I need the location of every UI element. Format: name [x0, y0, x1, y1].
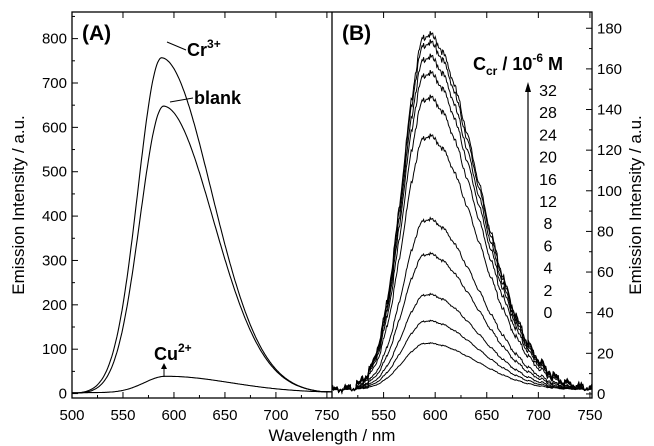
spectrum-b-20 [331, 69, 593, 395]
y-tick-label-b: 140 [597, 102, 622, 119]
x-tick-label-a: 700 [263, 407, 288, 424]
y-tick-label-b: 0 [597, 386, 605, 403]
y-tick-label-a: 600 [42, 119, 67, 136]
y-tick-label-a: 500 [42, 164, 67, 181]
x-tick-label-b: 550 [371, 407, 396, 424]
legend-concentration-4: 4 [544, 261, 553, 278]
legend-concentration-12: 12 [539, 194, 557, 211]
legend-concentration-2: 2 [544, 283, 553, 300]
spectrum-b-12 [331, 133, 593, 394]
x-tick-label-b: 650 [474, 407, 499, 424]
x-axis-label: Wavelength / nm [269, 426, 396, 445]
y-tick-label-a: 700 [42, 75, 67, 92]
y-tick-label-a: 100 [42, 341, 67, 358]
y-tick-label-a: 200 [42, 297, 67, 314]
spectrum-b-4 [331, 292, 593, 392]
legend-title-exp: -6 [532, 51, 543, 65]
x-tick-label-a: 500 [59, 407, 84, 424]
y-tick-label-a: 300 [42, 252, 67, 269]
y-tick-label-b: 80 [597, 223, 614, 240]
x-tick-label-b: 600 [423, 407, 448, 424]
y-tick-label-b: 100 [597, 183, 622, 200]
annotation-cr3-leader [166, 41, 187, 51]
y-tick-label-a: 0 [59, 386, 67, 403]
x-tick-label-a: 650 [212, 407, 237, 424]
x-tick-label-b: 700 [526, 407, 551, 424]
y-tick-label-b: 160 [597, 61, 622, 78]
legend-concentration-32: 32 [539, 83, 557, 100]
panel-a-curves [71, 57, 333, 394]
y-tick-label-b: 120 [597, 142, 622, 159]
spectrum-b-0 [331, 342, 593, 391]
legend-title-unit: / 10 [497, 54, 532, 74]
spectrum-a-cr [71, 57, 332, 394]
y-tick-label-b: 20 [597, 345, 614, 362]
x-tick-label-a: 600 [161, 407, 186, 424]
spectrum-b-32 [331, 31, 593, 395]
annotation-cu2-arrowhead [161, 363, 167, 369]
y-axis-label-left: Emission Intensity / a.u. [9, 115, 28, 295]
spectrum-b-8 [331, 216, 593, 393]
legend-concentration-24: 24 [539, 127, 557, 144]
y-tick-label-b: 180 [597, 20, 622, 37]
legend-concentration-8: 8 [544, 216, 553, 233]
legend-concentration-28: 28 [539, 105, 557, 122]
panel-b-label: (B) [342, 22, 371, 45]
svg-text:Cr3+: Cr3+ [187, 37, 221, 60]
legend-concentration-6: 6 [544, 238, 553, 255]
annotation-cu2-charge: 2+ [178, 341, 192, 355]
y-tick-label-a: 400 [42, 208, 67, 225]
panel-b-curves [331, 31, 593, 395]
svg-text:Cu2+: Cu2+ [154, 341, 192, 364]
annotation-cu2-label: Cu [154, 344, 178, 364]
annotation-blank: blank [169, 88, 242, 108]
legend-title-end: M [543, 54, 563, 74]
spectrum-b-6 [331, 251, 593, 392]
y-tick-label-b: 60 [597, 264, 614, 281]
concentration-arrowhead [525, 82, 531, 92]
legend-concentration-20: 20 [539, 150, 557, 167]
x-tick-label-a: 550 [110, 407, 135, 424]
annotation-cr3-charge: 3+ [207, 37, 221, 51]
spectrum-a-cu [72, 375, 333, 394]
spectrum-b-16 [331, 94, 593, 394]
legend-title-c: C [473, 54, 486, 74]
annotation-cr3-label: Cr [187, 40, 207, 60]
annotation-cu2: Cu2+ [154, 341, 192, 377]
svg-text:Ccr / 10-6 M: Ccr / 10-6 M [473, 51, 563, 78]
legend-concentration-16: 16 [539, 172, 557, 189]
spectrum-b-2 [331, 319, 593, 392]
spectrum-a-blank [72, 105, 332, 394]
y-tick-label-b: 40 [597, 305, 614, 322]
legend-concentration-0: 0 [544, 305, 553, 322]
y-axis-label-right: Emission Intensity / a.u. [626, 115, 645, 295]
annotation-blank-label: blank [194, 88, 242, 108]
y-tick-label-a: 800 [42, 31, 67, 48]
x-tick-label-a: 750 [314, 407, 339, 424]
annotation-blank-leader [169, 97, 194, 103]
panel-a-ticks: 500 550 600 650 700 750 0 100 200 300 400 500 600 700… [42, 12, 339, 424]
annotation-cr3: Cr3+ [166, 37, 221, 60]
panel-a-label: (A) [82, 22, 111, 45]
legend-title-sub: cr [486, 64, 498, 78]
x-tick-label-b: 750 [577, 407, 602, 424]
